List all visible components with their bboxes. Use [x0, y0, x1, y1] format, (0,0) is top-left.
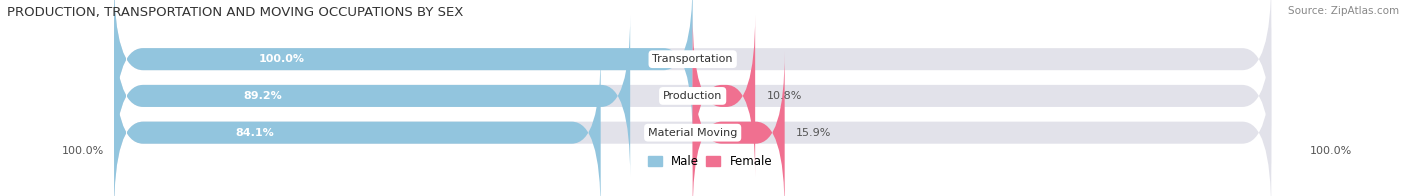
Text: Source: ZipAtlas.com: Source: ZipAtlas.com — [1288, 6, 1399, 16]
FancyBboxPatch shape — [114, 15, 1271, 177]
FancyBboxPatch shape — [114, 0, 1271, 140]
Text: Production: Production — [664, 91, 723, 101]
FancyBboxPatch shape — [114, 0, 693, 140]
FancyBboxPatch shape — [114, 15, 630, 177]
FancyBboxPatch shape — [114, 52, 1271, 196]
FancyBboxPatch shape — [693, 15, 755, 177]
Text: 100.0%: 100.0% — [259, 54, 305, 64]
FancyBboxPatch shape — [693, 52, 785, 196]
Text: 84.1%: 84.1% — [236, 128, 274, 138]
FancyBboxPatch shape — [114, 52, 600, 196]
Text: 0.0%: 0.0% — [704, 54, 733, 64]
Text: 10.8%: 10.8% — [766, 91, 801, 101]
Text: PRODUCTION, TRANSPORTATION AND MOVING OCCUPATIONS BY SEX: PRODUCTION, TRANSPORTATION AND MOVING OC… — [7, 6, 464, 19]
Text: 100.0%: 100.0% — [1310, 146, 1353, 156]
Text: Transportation: Transportation — [652, 54, 733, 64]
Text: 89.2%: 89.2% — [243, 91, 281, 101]
Text: 100.0%: 100.0% — [62, 146, 104, 156]
Text: 15.9%: 15.9% — [796, 128, 831, 138]
Text: Material Moving: Material Moving — [648, 128, 737, 138]
Legend: Male, Female: Male, Female — [648, 155, 772, 168]
